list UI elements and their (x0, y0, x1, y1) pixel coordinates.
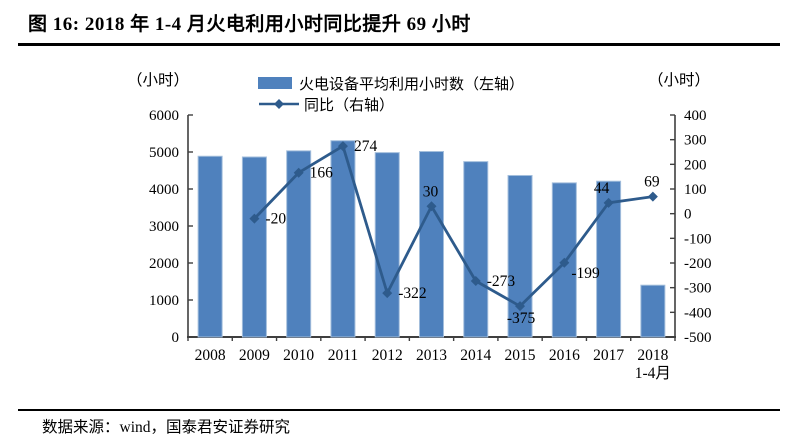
line-series-swatch-icon (259, 99, 299, 109)
line-marker-2018 (647, 191, 658, 202)
line-marker-2012 (382, 288, 393, 299)
x-axis-label-2011: 2011 (328, 347, 358, 364)
right-axis-unit-label: （小时） (648, 72, 711, 89)
right-axis-tick-label: 100 (684, 182, 707, 198)
x-axis-label-2008: 2008 (195, 347, 226, 364)
x-axis-label-2013: 2013 (416, 347, 447, 364)
data-label-2012: -322 (398, 285, 426, 302)
bar-series-swatch-icon (258, 77, 292, 89)
line-marker-2015 (515, 301, 526, 312)
right-axis-tick-label: 300 (684, 133, 707, 149)
data-label-2009: -20 (265, 211, 286, 228)
x-axis-label-2016: 2016 (549, 347, 580, 364)
bar-2018 (640, 284, 666, 338)
x-axis-label-2012: 2012 (372, 347, 403, 364)
bar-2010 (286, 150, 312, 338)
x-axis-label-2010: 2010 (283, 347, 314, 364)
line-marker-2010 (293, 167, 304, 178)
bar-2008 (197, 155, 223, 338)
line-marker-2016 (559, 257, 570, 268)
x-axis-label-2014: 2014 (460, 347, 491, 364)
line-marker-2017 (603, 197, 614, 208)
data-label-2014: -273 (487, 273, 516, 290)
figure-title: 图 16: 2018 年 1-4 月火电利用小时同比提升 69 小时 (28, 14, 471, 35)
data-source-note: 数据来源：wind，国泰君安证券研究 (42, 419, 291, 436)
title-divider (18, 43, 780, 46)
data-label-2018: 69 (644, 174, 660, 191)
line-marker-2011 (337, 141, 348, 152)
left-axis-tick-label: 4000 (149, 182, 179, 198)
right-axis-tick-label: 200 (684, 157, 707, 173)
left-axis-tick-label: 3000 (149, 219, 179, 235)
data-label-2015: -375 (507, 310, 536, 327)
data-label-2011: 274 (354, 138, 378, 155)
left-axis-tick-label: 2000 (149, 256, 179, 272)
legend-line-series-label: 同比（右轴） (304, 97, 395, 114)
bar-2014 (463, 161, 489, 338)
right-axis-tick-label: 0 (684, 207, 692, 223)
data-label-2016: -199 (571, 265, 600, 282)
right-axis-tick-label: -100 (684, 231, 712, 247)
x-axis-label-2009: 2009 (239, 347, 270, 364)
chart-legend: 火电设备平均利用小时数（左轴） 同比（右轴） (258, 74, 525, 114)
right-axis-tick-label: 400 (684, 108, 707, 124)
data-label-2010: 166 (310, 165, 334, 182)
right-axis-tick-label: -400 (684, 305, 712, 321)
footer-divider (18, 409, 780, 411)
bar-2013 (419, 151, 444, 338)
data-label-2017: 44 (594, 180, 610, 197)
x-axis-sublabel: 1-4月 (635, 365, 671, 382)
legend-item-line-series: 同比（右轴） (258, 95, 524, 114)
left-axis-unit-label: （小时） (127, 72, 190, 89)
yoy-line (253, 144, 654, 308)
x-axis-label-2017: 2017 (593, 347, 624, 364)
left-axis-tick-label: 6000 (149, 108, 179, 124)
x-axis-label-2015: 2015 (505, 347, 536, 364)
bar-2009 (241, 156, 267, 338)
left-axis-tick-label: 1000 (149, 293, 179, 309)
bar-2012 (374, 152, 400, 338)
right-axis-tick-label: -500 (684, 330, 712, 346)
right-axis-tick-label: -300 (684, 281, 712, 297)
line-marker-2009 (249, 213, 260, 224)
x-axis-label-2018: 2018 (637, 347, 668, 364)
right-axis-tick-label: -200 (684, 256, 712, 272)
left-axis-tick-label: 5000 (149, 145, 179, 161)
line-marker-2014 (470, 276, 481, 287)
left-axis-tick-label: 0 (172, 330, 180, 346)
legend-bar-series-label: 火电设备平均利用小时数（左轴） (299, 76, 525, 93)
data-label-2013: 30 (423, 183, 439, 200)
legend-item-bar-series: 火电设备平均利用小时数（左轴） (258, 74, 525, 93)
line-marker-2013 (426, 201, 437, 212)
